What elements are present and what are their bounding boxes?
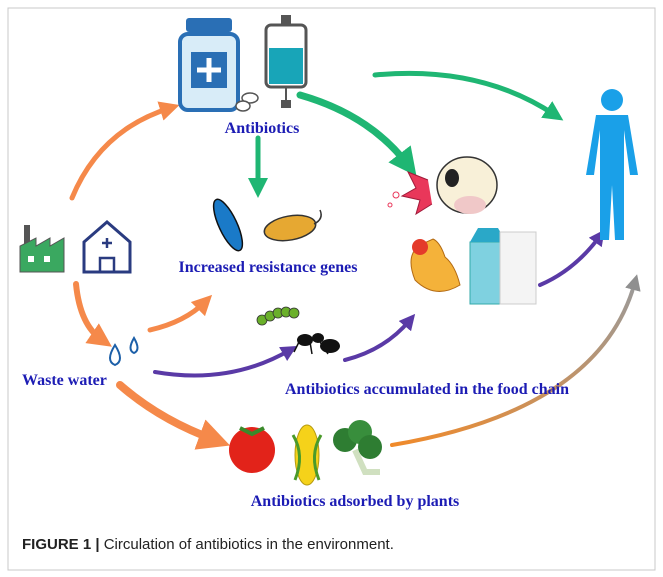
human-icon: [586, 89, 638, 240]
bacteria-icons: [208, 196, 321, 254]
plant-icons: [229, 420, 382, 485]
insect-icons: [257, 307, 340, 354]
caption-text: Circulation of antibiotics in the enviro…: [104, 536, 394, 553]
antibiotic-icons: [180, 15, 306, 111]
resistance-label: Increased resistance genes: [179, 259, 358, 276]
water-drops: [110, 338, 138, 365]
antibiotics-label: Antibiotics: [225, 120, 300, 137]
page: Antibiotics Increased resistance genes W…: [0, 0, 663, 577]
waste-water-label: Waste water: [22, 372, 107, 389]
source-icons: [20, 222, 130, 272]
plants-label: Antibiotics adsorbed by plants: [251, 493, 460, 510]
figure: Antibiotics Increased resistance genes W…: [0, 0, 663, 577]
caption-label: FIGURE 1 |: [22, 536, 100, 553]
figure-border: [8, 8, 655, 570]
food-chain-label: Antibiotics accumulated in the food chai…: [285, 381, 569, 398]
caption: FIGURE 1 | Circulation of antibiotics in…: [22, 536, 394, 553]
food-icons: [388, 157, 536, 304]
